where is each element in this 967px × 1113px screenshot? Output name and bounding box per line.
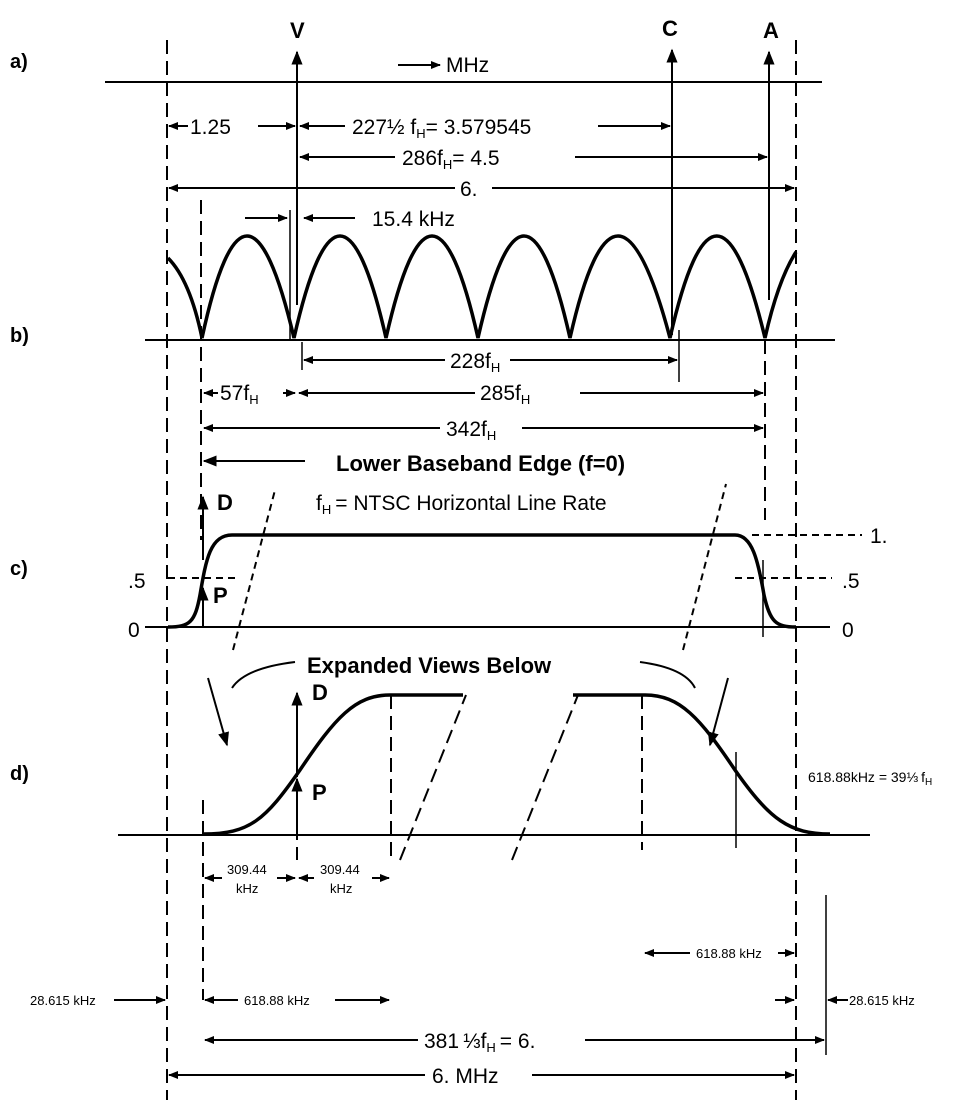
d-309-right-value: 309.44: [320, 862, 360, 877]
d-rising-edge-curve: [202, 693, 463, 836]
expanded-left-arrow: [207, 677, 229, 747]
d-edge-right-label: 28.615 kHz: [849, 993, 915, 1008]
expanded-right-bracket: [639, 661, 696, 689]
khz-label: 15.4 kHz: [372, 208, 455, 231]
c-half-left-label: .5: [128, 570, 146, 593]
dim-227-label: 227½ fH= 3.579545: [352, 116, 531, 141]
c-half-right-label: .5: [842, 570, 860, 593]
c-d-label: D: [217, 490, 233, 515]
c-p-label: P: [213, 583, 228, 608]
d-618-left-label: 618.88 kHz: [244, 993, 310, 1008]
dim-6-label: 6.: [460, 178, 478, 201]
b-342-label: 342fH: [446, 418, 496, 443]
lower-edge-label: Lower Baseband Edge (f=0): [336, 451, 625, 476]
d-break-left-1: [399, 694, 467, 861]
d-p-label: P: [312, 780, 327, 805]
b-285-label: 285fH: [480, 382, 530, 407]
c-one-label: 1.: [870, 525, 888, 548]
part-b-label: b): [10, 325, 29, 347]
part-d-label: d): [10, 763, 29, 785]
d-6mhz-label: 6. MHz: [432, 1065, 499, 1088]
c-break-left: [232, 489, 276, 651]
d-618-right-label: 618.88 kHz: [696, 946, 762, 961]
d-falling-edge-curve: [573, 693, 831, 836]
part-c-label: c): [10, 558, 28, 580]
d-d-label: D: [312, 680, 328, 705]
carrier-v-label: V: [290, 18, 305, 43]
c-response-curve: [167, 533, 797, 629]
d-edge-left-label: 28.615 kHz: [30, 993, 96, 1008]
c-zero-right-label: 0: [842, 619, 854, 642]
b-57-label: 57fH: [220, 382, 259, 407]
carrier-a-label: A: [763, 18, 779, 43]
c-break-right: [682, 483, 727, 651]
expanded-right-arrow: [707, 677, 729, 747]
dim-1-25-label: 1.25: [190, 116, 231, 139]
expanded-views-label: Expanded Views Below: [307, 653, 552, 678]
d-break-left-2: [511, 694, 579, 861]
d-309-left-unit: kHz: [236, 881, 258, 896]
dim-286-label: 286fH= 4.5: [402, 147, 500, 172]
b-228-label: 228fH: [450, 350, 500, 375]
fh-definition-label: fH = NTSC Horizontal Line Rate: [316, 492, 607, 517]
mhz-label: MHz: [446, 54, 489, 77]
part-a-label: a): [10, 51, 28, 73]
d-309-left-value: 309.44: [227, 862, 267, 877]
expanded-left-bracket: [231, 661, 296, 689]
d-309-right-unit: kHz: [330, 881, 352, 896]
c-zero-left-label: 0: [128, 619, 140, 642]
b-spectrum-lobes: [166, 234, 798, 339]
dim-227-sub: H: [416, 126, 425, 141]
carrier-c-label: C: [662, 16, 678, 41]
d-side-note: 618.88kHz = 39⅓ fH: [808, 769, 932, 788]
d-381-label: 381 ⅓fH = 6.: [424, 1030, 535, 1055]
